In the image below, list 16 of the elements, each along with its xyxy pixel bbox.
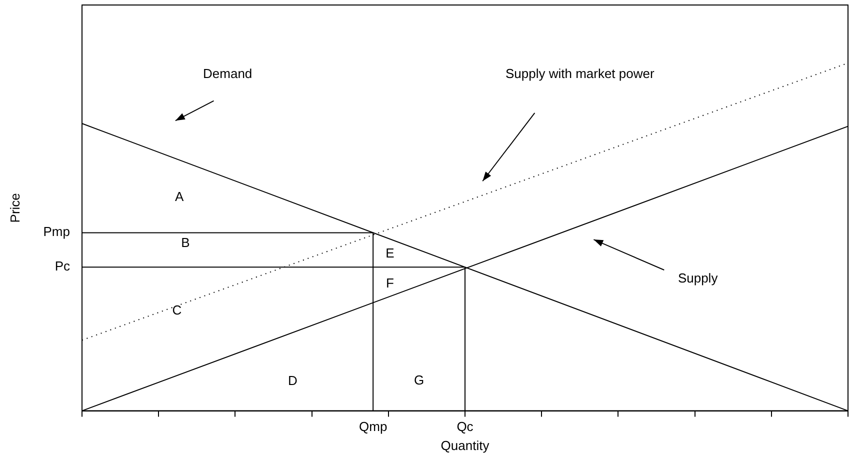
- annotation: Supply: [678, 270, 718, 286]
- text: Pc: [54, 258, 70, 274]
- annotation: F: [386, 275, 394, 290]
- y-axis-title: Price: [8, 193, 23, 223]
- annotation: Demand: [203, 66, 252, 81]
- annotation: C: [172, 302, 182, 318]
- annotation: Supply with market power: [505, 66, 655, 81]
- x-tick-label: Qmp: [358, 419, 388, 434]
- x-tick-label: Qc: [456, 419, 474, 434]
- annotation: G: [414, 372, 424, 388]
- annotation: D: [288, 373, 298, 388]
- text: Pmp: [43, 224, 70, 240]
- x-axis-title: Quantity: [440, 438, 490, 453]
- annotation: A: [174, 188, 184, 204]
- annotation: B: [181, 235, 190, 250]
- annotation: E: [386, 245, 395, 260]
